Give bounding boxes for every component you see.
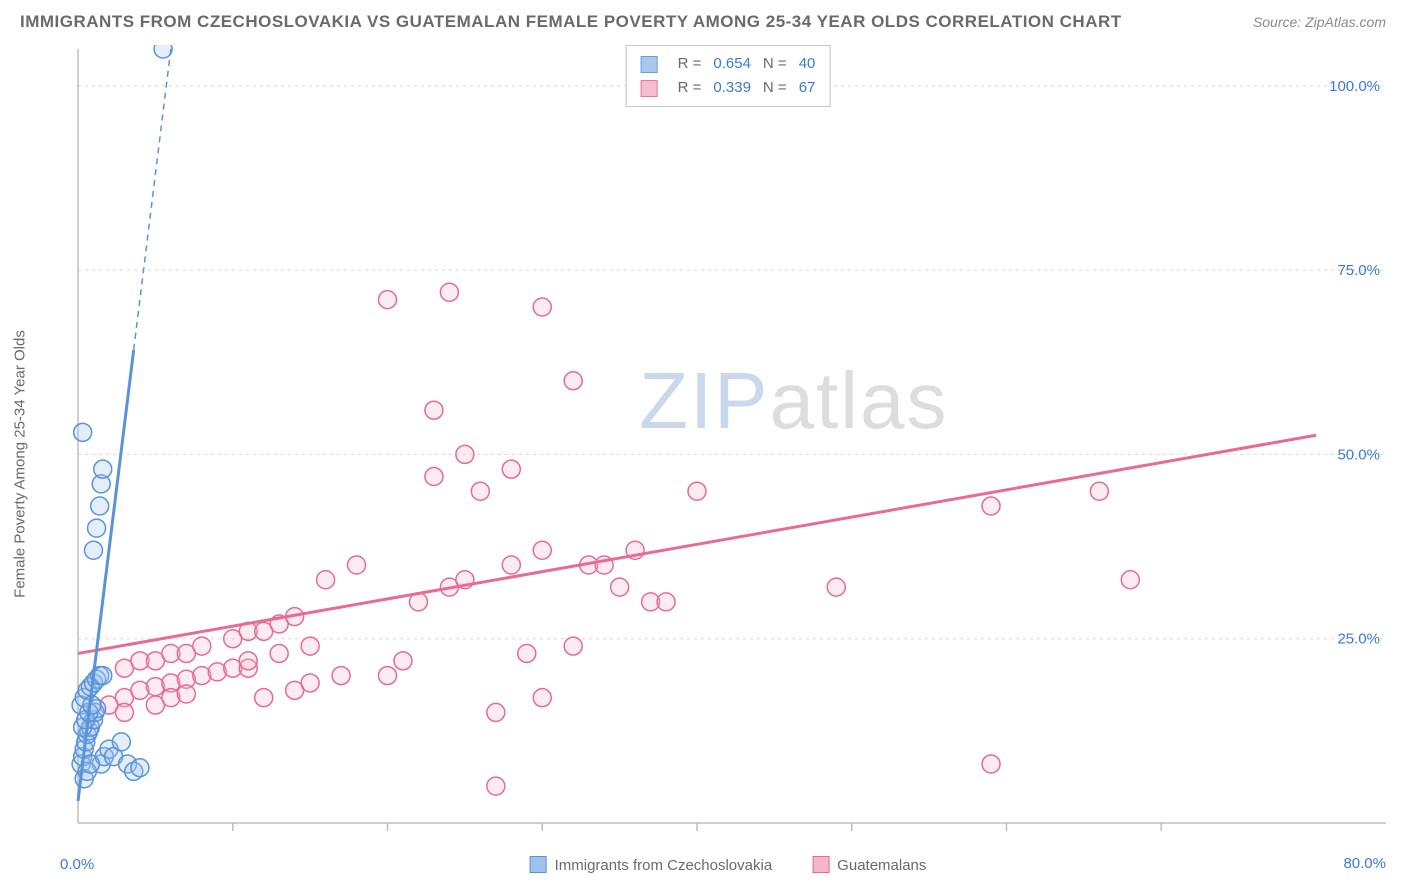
- x-axis-min: 0.0%: [60, 856, 94, 873]
- legend-swatch-icon: [812, 856, 829, 873]
- legend-item: Guatemalans: [812, 856, 926, 874]
- svg-text:50.0%: 50.0%: [1337, 446, 1380, 463]
- plot-area: ZIPatlas R =0.654N =40R =0.339N =67 25.0…: [70, 45, 1386, 837]
- y-axis-label: Female Poverty Among 25-34 Year Olds: [12, 330, 29, 598]
- series-legend: Immigrants from Czechoslovakia Guatemalan…: [530, 856, 927, 874]
- svg-text:25.0%: 25.0%: [1337, 631, 1380, 648]
- x-axis-max: 80.0%: [1343, 855, 1386, 872]
- svg-text:75.0%: 75.0%: [1337, 262, 1380, 279]
- legend-swatch-icon: [641, 56, 658, 73]
- svg-text:100.0%: 100.0%: [1329, 78, 1380, 95]
- legend-swatch-icon: [530, 856, 547, 873]
- chart-container: Female Poverty Among 25-34 Year Olds ZIP…: [20, 45, 1386, 882]
- source-label: Source: ZipAtlas.com: [1253, 14, 1386, 30]
- legend-swatch-icon: [641, 80, 658, 97]
- scatter-plot-svg: 25.0% 50.0% 75.0% 100.0%: [70, 45, 1386, 837]
- legend-item: Immigrants from Czechoslovakia: [530, 856, 773, 874]
- stats-legend: R =0.654N =40R =0.339N =67: [626, 45, 831, 107]
- page-title: IMMIGRANTS FROM CZECHOSLOVAKIA VS GUATEM…: [20, 12, 1122, 32]
